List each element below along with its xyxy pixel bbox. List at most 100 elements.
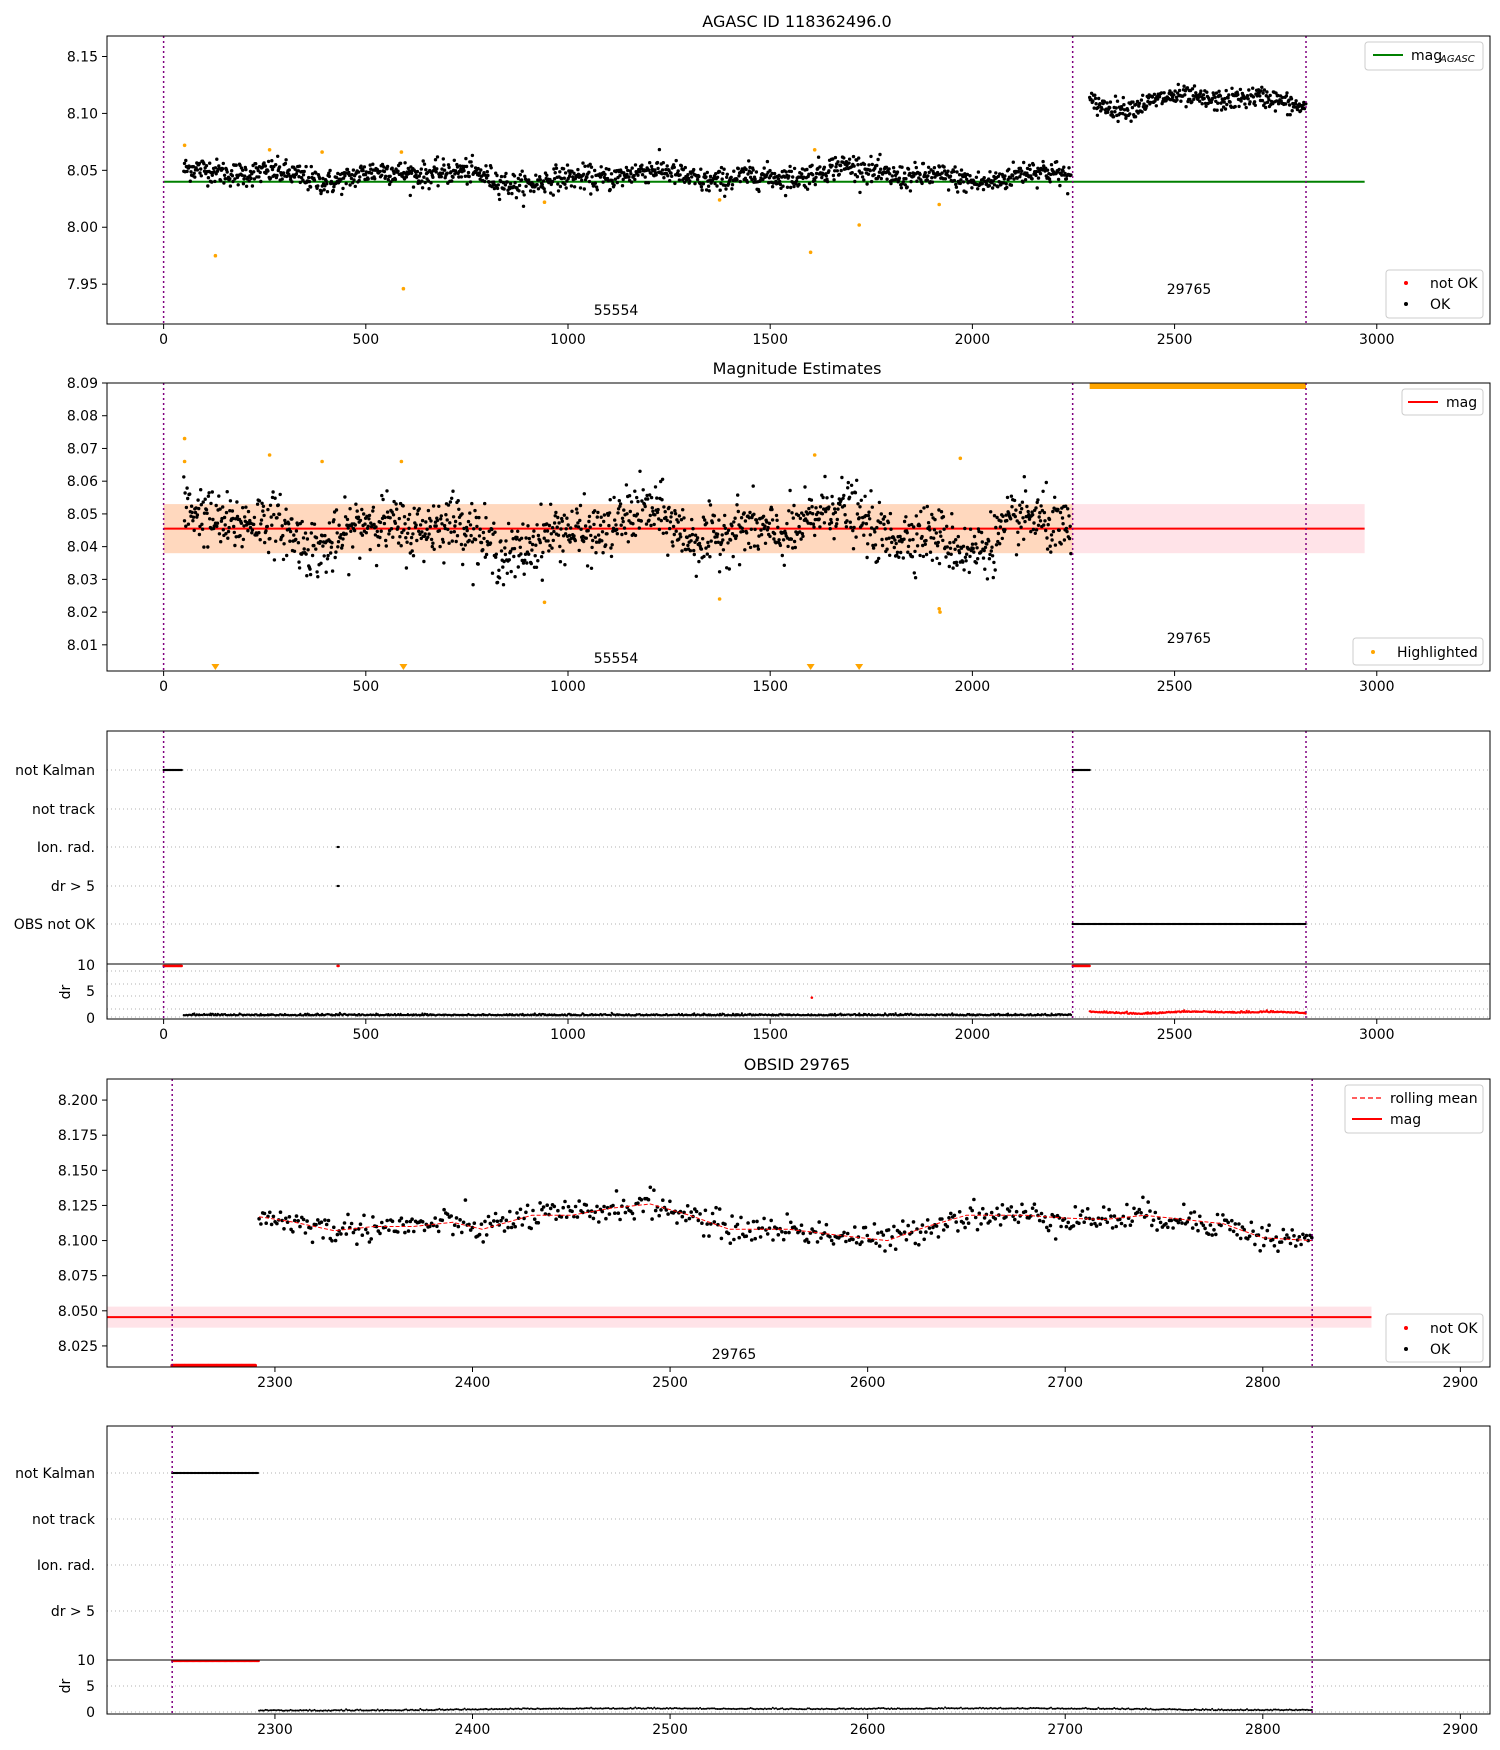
highlighted-point — [182, 459, 187, 464]
highlighted-point — [958, 456, 963, 461]
ok-point — [834, 165, 838, 169]
ok-point — [1153, 99, 1157, 103]
ok-point — [852, 164, 856, 168]
ok-point — [686, 173, 690, 177]
ok-point — [1255, 94, 1259, 98]
ok-point — [1048, 544, 1052, 548]
ok-point — [608, 187, 612, 192]
ok-point — [578, 186, 583, 190]
x-tick-label: 1500 — [752, 679, 788, 695]
ok-point — [936, 540, 940, 545]
panel-magnitude-estimates: Magnitude Estimates 8.018.028.038.048.05… — [67, 359, 1491, 695]
ok-point — [306, 548, 310, 552]
panel4-title: OBSID 29765 — [744, 1055, 850, 1074]
ok-point — [1069, 173, 1073, 177]
ok-point — [547, 549, 551, 553]
ok-point — [273, 496, 277, 500]
ok-point — [1100, 107, 1104, 111]
ok-point — [307, 175, 311, 180]
ok-point — [404, 566, 409, 570]
ok-point — [578, 503, 583, 508]
ok-point — [1031, 163, 1036, 167]
ok-point — [1009, 494, 1014, 498]
ok-point — [991, 575, 995, 580]
ok-point — [280, 524, 284, 528]
ok-point — [1067, 536, 1072, 541]
ok-point — [661, 531, 665, 535]
ok-point — [693, 540, 697, 544]
ok-point — [528, 540, 532, 545]
ok-point — [405, 540, 409, 544]
ok-point — [1047, 177, 1052, 181]
ok-point — [529, 561, 533, 566]
ok-point — [833, 510, 838, 515]
ok-point — [334, 175, 339, 180]
ok-point — [351, 168, 356, 172]
ok-point — [402, 515, 407, 519]
x-tick-label: 1500 — [752, 1027, 788, 1043]
ok-point — [877, 170, 882, 174]
ok-point — [460, 512, 464, 516]
ok-point — [304, 164, 308, 169]
ok-point — [904, 515, 908, 519]
ok-point — [356, 170, 361, 174]
ok-point — [223, 523, 227, 527]
ok-point — [720, 177, 724, 181]
ok-point — [701, 537, 705, 541]
ok-point — [770, 507, 774, 512]
ok-point — [728, 538, 733, 542]
ok-point — [250, 531, 254, 535]
ok-point — [1036, 523, 1041, 527]
ok-point — [763, 524, 767, 528]
ok-point — [532, 189, 536, 194]
ok-point — [226, 529, 231, 534]
ok-point — [233, 543, 237, 548]
ok-point — [484, 176, 489, 180]
ok-point — [339, 1232, 343, 1236]
ok-point — [950, 512, 954, 516]
ok-point — [476, 562, 480, 566]
ok-point — [649, 171, 653, 175]
highlighted-point — [857, 223, 861, 227]
ok-point — [439, 175, 443, 179]
ok-point — [363, 172, 368, 177]
ok-point — [186, 522, 191, 526]
ok-point — [1061, 522, 1065, 526]
ok-point — [963, 174, 968, 179]
ok-point — [836, 507, 840, 511]
ok-point — [445, 518, 449, 522]
ok-point — [584, 536, 588, 540]
ok-point — [409, 535, 414, 540]
ok-point — [670, 511, 674, 515]
ok-point — [314, 1222, 318, 1227]
ok-point — [818, 505, 823, 509]
ok-point — [1182, 84, 1186, 88]
ok-point — [705, 170, 709, 175]
ok-point — [324, 1222, 329, 1227]
ok-point — [587, 514, 592, 519]
ok-point — [959, 168, 964, 172]
ok-point — [497, 576, 502, 580]
ok-point — [340, 192, 344, 197]
ok-point — [554, 510, 558, 515]
ok-point — [297, 164, 302, 168]
ok-point — [791, 175, 795, 179]
ok-point — [810, 163, 814, 167]
ok-point — [318, 176, 322, 181]
ok-point — [1031, 513, 1035, 517]
ok-point — [994, 171, 998, 175]
ok-point — [1133, 115, 1138, 119]
ok-point — [236, 183, 240, 187]
ok-point — [783, 193, 788, 198]
ok-point — [932, 536, 936, 540]
ok-point — [718, 188, 722, 192]
ok-point — [482, 171, 486, 175]
ok-point — [1260, 98, 1265, 103]
highlighted-point — [399, 459, 404, 464]
ok-point — [875, 559, 880, 563]
ok-point — [693, 181, 697, 186]
ok-point — [517, 189, 521, 193]
ok-point — [1198, 99, 1202, 103]
ok-point — [527, 552, 531, 556]
